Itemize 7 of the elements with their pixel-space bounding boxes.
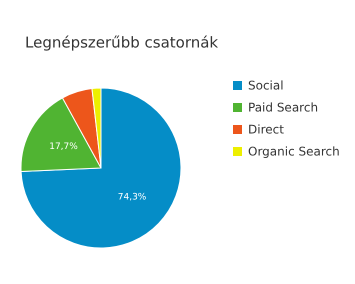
legend-label: Social [248,78,284,92]
chart-title: Legnépszerűbb csatornák [25,34,218,52]
legend-label: Organic Search [248,144,340,158]
data-label: 17,7% [49,142,78,152]
data-label: 74,3% [118,192,147,203]
legend-label: Direct [248,122,284,136]
legend-label: Paid Search [248,100,318,114]
